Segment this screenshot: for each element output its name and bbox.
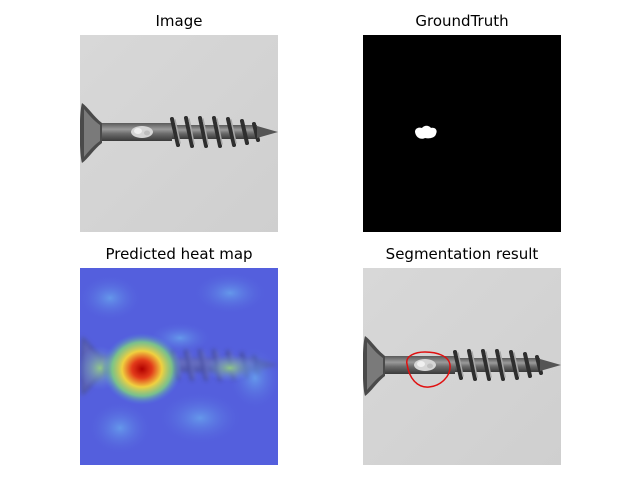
panel-title-groundtruth: GroundTruth [415,12,509,30]
panel-title-heatmap: Predicted heat map [105,245,253,263]
panel-title-image: Image [155,12,203,30]
groundtruth-mask [363,35,561,232]
predicted-heatmap [80,268,278,465]
segmentation-result [363,268,561,465]
segmentation-contour [406,351,451,388]
panel-title-segmentation: Segmentation result [385,245,539,263]
screw-image [80,35,278,232]
